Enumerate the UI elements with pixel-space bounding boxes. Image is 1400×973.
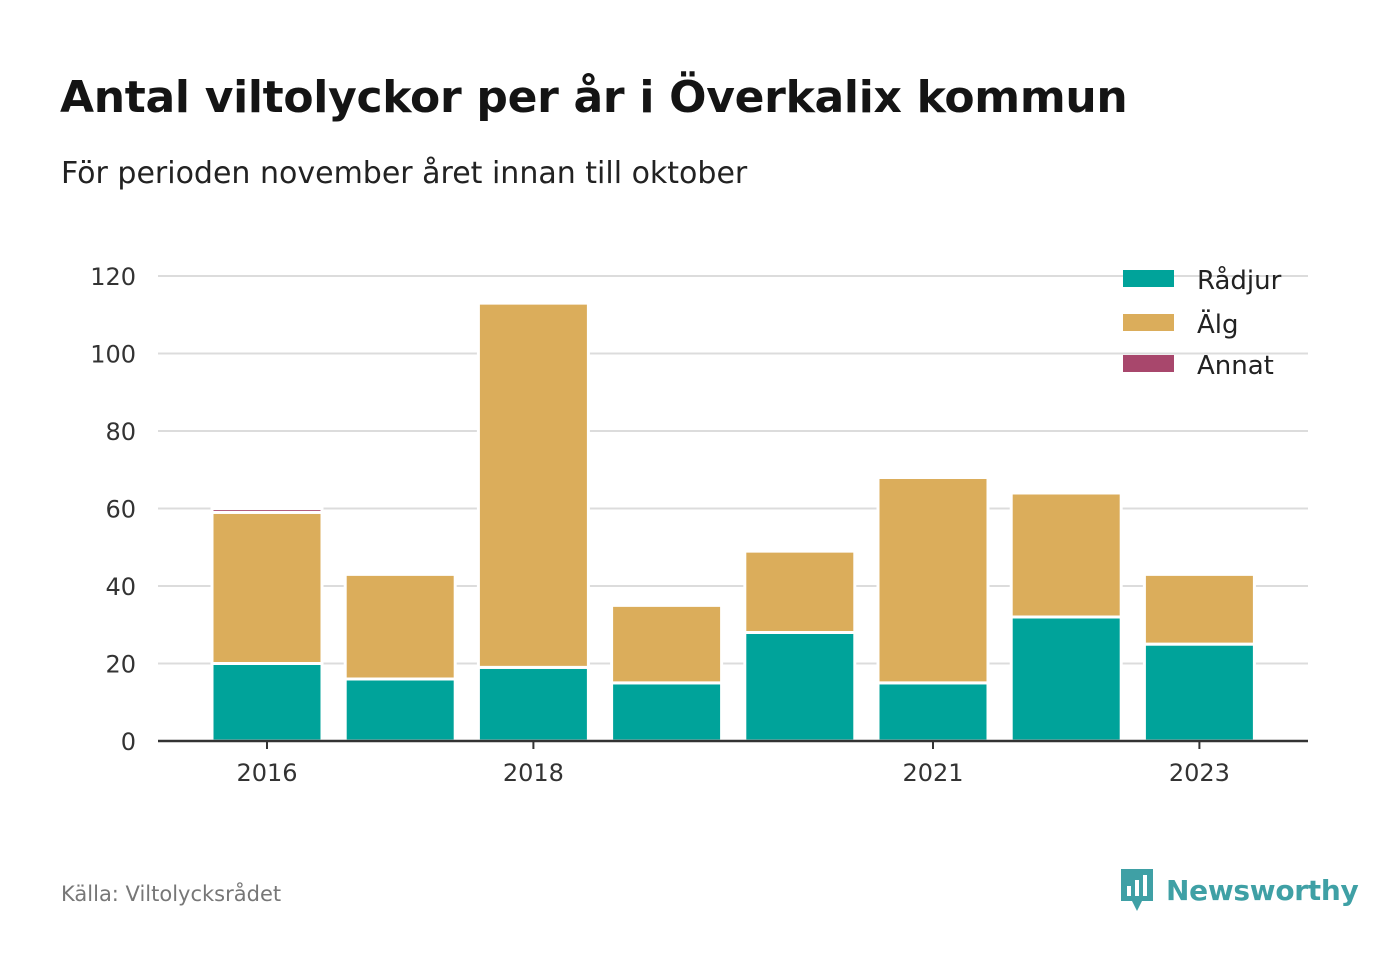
x-tick-label: 2023: [1169, 759, 1230, 787]
chart-title: Antal viltolyckor per år i Överkalix kom…: [60, 72, 1128, 123]
legend-label: Annat: [1197, 351, 1274, 381]
legend-label: Älg: [1197, 308, 1239, 340]
bar-segment: [743, 631, 857, 743]
bar-segment: [743, 549, 857, 634]
x-tick-label: 2021: [902, 759, 963, 787]
y-tick-label: 40: [105, 573, 136, 601]
bar-segment: [1142, 642, 1256, 743]
bar-segment: [343, 572, 457, 681]
y-tick-label: 100: [90, 341, 136, 369]
legend-swatch: [1123, 355, 1174, 372]
y-tick-label: 60: [105, 496, 136, 524]
newsworthy-logo-icon: [1121, 869, 1153, 911]
bar-segment: [210, 510, 324, 665]
bar-segment: [1009, 491, 1123, 619]
x-tick-label: 2016: [236, 759, 297, 787]
source-note: Källa: Viltolycksrådet: [61, 882, 282, 906]
y-tick-label: 0: [121, 728, 136, 756]
y-tick-label: 120: [90, 263, 136, 291]
bar-segment: [343, 677, 457, 743]
legend-label: Rådjur: [1197, 265, 1282, 296]
bar-segment: [1009, 615, 1123, 743]
bar-segment: [1142, 572, 1256, 646]
legend-swatch: [1123, 314, 1174, 331]
legend-swatch: [1123, 270, 1174, 287]
bar-segment: [610, 603, 724, 685]
brand-logo[interactable]: Newsworthy: [1118, 866, 1359, 914]
bar-segment: [876, 476, 990, 685]
bar-segment: [210, 662, 324, 743]
bar-segment: [610, 681, 724, 743]
y-tick-label: 80: [105, 418, 136, 446]
bar-segment: [876, 681, 990, 743]
chart-subtitle: För perioden november året innan till ok…: [61, 156, 748, 191]
x-tick-label: 2018: [503, 759, 564, 787]
bar-segment: [210, 507, 324, 514]
bar-segment: [476, 301, 590, 669]
bar-segment: [476, 665, 590, 743]
brand-name: Newsworthy: [1166, 873, 1359, 907]
y-tick-label: 20: [105, 651, 136, 679]
